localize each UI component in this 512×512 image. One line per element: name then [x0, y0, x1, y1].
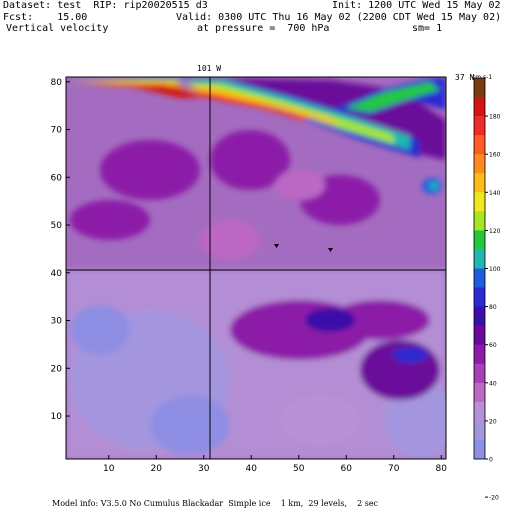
- contour-fill: [66, 77, 446, 459]
- y-tick-label: 60: [51, 173, 63, 183]
- x-tick-label: 40: [246, 464, 258, 474]
- y-tick-label: 70: [51, 126, 63, 136]
- y-tick-label: 40: [51, 269, 63, 279]
- rip-value: rip20020515 d3: [123, 0, 208, 11]
- x-tick-label: 60: [341, 464, 353, 474]
- x-tick-label: 10: [103, 464, 115, 474]
- rip-label: RIP:: [93, 0, 118, 11]
- y-tick-label: 50: [51, 221, 63, 231]
- x-tick-label: 80: [436, 464, 448, 474]
- station-marker: [274, 244, 279, 248]
- colorbar-label: 40: [489, 380, 497, 387]
- colorbar-swatch: [474, 363, 485, 384]
- colorbar-swatch: [474, 306, 485, 327]
- y-axis: 10 20 30 40 50 60 70 80: [51, 78, 70, 422]
- fcst-line: Fcst: 15.00: [3, 12, 87, 23]
- valid-time: Valid: 0300 UTC Thu 16 May 02 (2200 CDT …: [176, 12, 502, 23]
- colorbar-label: 80: [489, 304, 497, 311]
- y-tick-label: 30: [51, 317, 63, 327]
- colorbar-label: 20: [489, 418, 497, 425]
- meridian-label: 101 W: [197, 64, 221, 73]
- colorbar-label: 180: [489, 114, 501, 121]
- model-info: Model info: V3.5.0 No Cumulus Blackadar …: [52, 499, 379, 508]
- colorbar-swatch: [474, 401, 485, 422]
- colorbar-label: 100: [489, 266, 501, 273]
- dataset-label-line: Dataset: test RIP: rip20020515 d3: [3, 0, 208, 11]
- station-marker: [328, 248, 333, 252]
- colorbar-label: 60: [489, 342, 497, 349]
- colorbar-swatch: [474, 420, 485, 441]
- colorbar-swatch: [474, 287, 485, 308]
- x-tick-label: 20: [151, 464, 163, 474]
- fcst-value: 15.00: [57, 12, 88, 23]
- field-name: Vertical velocity: [6, 23, 109, 34]
- colorbar-swatch: [474, 135, 485, 155]
- x-tick-label: 50: [293, 464, 305, 474]
- colorbar-swatch: [474, 249, 485, 269]
- colorbar-swatch: [474, 78, 485, 98]
- colorbar: 180 160 140 120 100 80 60 40 20 0 -20: [473, 77, 501, 502]
- parallel-label: 37 N: [455, 73, 474, 82]
- colorbar-label: 0: [489, 457, 493, 464]
- colorbar-swatch: [474, 192, 485, 212]
- colorbar-label: 120: [489, 228, 501, 235]
- dataset-label: Dataset:: [3, 0, 52, 11]
- init-time: Init: 1200 UTC Wed 15 May 02: [332, 0, 501, 11]
- colorbar-label: 160: [489, 152, 501, 159]
- colorbar-swatch: [474, 154, 485, 174]
- colorbar-swatch: [474, 230, 485, 250]
- pressure-level: at pressure = 700 hPa: [197, 23, 330, 34]
- x-tick-label: 30: [198, 464, 210, 474]
- colorbar-swatch: [474, 268, 485, 289]
- x-axis: 10 20 30 40 50 60 70 80: [103, 455, 447, 474]
- colorbar-swatch: [474, 173, 485, 193]
- dataset-value: test: [57, 0, 82, 11]
- colorbar-swatch: [474, 97, 485, 117]
- colorbar-swatch: [474, 325, 485, 346]
- plot-frame: [65, 76, 447, 460]
- colorbar-label: -20: [489, 495, 499, 502]
- colorbar-swatch: [474, 382, 485, 403]
- y-tick-label: 10: [51, 412, 63, 422]
- y-tick-label: 80: [51, 78, 63, 88]
- x-tick-label: 70: [388, 464, 400, 474]
- colorbar-label: 140: [489, 190, 501, 197]
- colorbar-swatch: [474, 439, 485, 460]
- fcst-label: Fcst:: [3, 12, 34, 23]
- smoothing: sm= 1: [412, 23, 443, 34]
- colorbar-units: cm s-1: [472, 74, 492, 81]
- colorbar-swatch: [474, 211, 485, 231]
- colorbar-swatch: [474, 116, 485, 136]
- y-tick-label: 20: [51, 364, 63, 374]
- colorbar-swatch: [474, 344, 485, 365]
